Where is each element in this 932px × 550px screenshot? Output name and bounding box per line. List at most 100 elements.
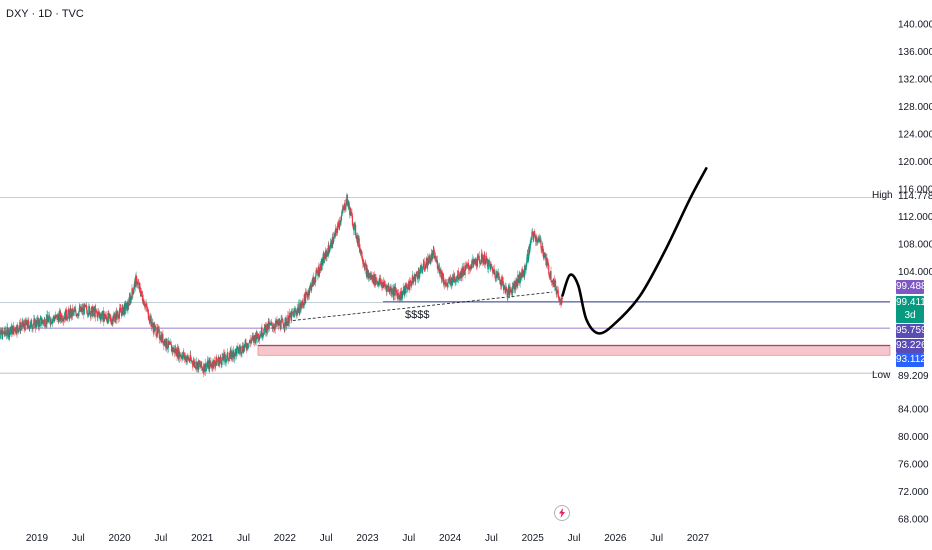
candle-body: [248, 342, 250, 344]
y-tick-label: 132.000: [898, 75, 932, 86]
candle-body: [198, 360, 200, 365]
candle-body: [5, 334, 8, 336]
candle-body: [309, 286, 311, 292]
candle-body: [380, 283, 382, 285]
countdown-tag: 3d 17h: [896, 309, 924, 335]
candle-body: [179, 351, 181, 356]
candle-body: [141, 290, 143, 295]
candle-body: [329, 249, 331, 252]
candle-body: [158, 328, 160, 330]
candle-body: [18, 327, 20, 330]
candle-body: [119, 307, 121, 314]
candle-body: [266, 330, 268, 334]
candle-body: [245, 342, 247, 348]
candle-body: [424, 268, 426, 269]
candle-body: [110, 317, 112, 321]
candle-body: [452, 274, 454, 280]
lightning-icon[interactable]: [554, 505, 570, 521]
candle-body: [257, 333, 259, 339]
candle-body: [35, 319, 38, 327]
candle-body: [529, 249, 531, 254]
candle-body: [390, 288, 393, 295]
candle-body: [90, 312, 92, 317]
candle-body: [455, 278, 458, 280]
supply-zone: [257, 344, 891, 356]
x-tick-label: Jul: [485, 533, 498, 544]
candle-body: [490, 264, 493, 268]
candle-body: [49, 317, 51, 323]
candle-body: [127, 302, 129, 306]
candle-body: [282, 323, 284, 328]
candle-body: [384, 283, 386, 287]
candle-body: [136, 284, 138, 286]
candle-body: [200, 361, 203, 367]
candle-body: [406, 286, 409, 290]
candle-body: [50, 318, 52, 324]
price-tag-93112: 93.112: [896, 353, 926, 367]
candle-body: [228, 357, 230, 362]
candle-body: [110, 321, 113, 324]
candle-body: [329, 247, 331, 250]
candle-body: [28, 321, 30, 326]
candle-body: [443, 277, 445, 284]
candle-body: [249, 339, 251, 342]
candle-body: [48, 314, 50, 318]
candle-body: [128, 305, 130, 307]
candle-body: [499, 279, 501, 281]
candle-body: [192, 362, 194, 367]
y-tick-label: 116.000: [898, 185, 932, 196]
candle-body: [435, 259, 438, 262]
candle-body: [394, 287, 396, 296]
candle-body: [333, 235, 335, 237]
projection-path: [561, 167, 708, 335]
candle-body: [94, 308, 96, 318]
candle-body: [80, 309, 82, 312]
candle-body: [216, 361, 218, 366]
candle-body: [52, 319, 54, 320]
candle-body: [209, 360, 211, 365]
candle-body: [462, 267, 464, 277]
candle-body: [343, 206, 345, 210]
candle-body: [547, 261, 549, 263]
candle-body: [281, 318, 283, 320]
candle-body: [40, 317, 43, 325]
candle-body: [297, 308, 299, 313]
candle-body: [497, 275, 499, 277]
candle-body: [183, 352, 185, 359]
x-tick-label: 2019: [26, 533, 49, 544]
candle-body: [191, 361, 194, 365]
candle-body: [486, 258, 488, 267]
candle-body: [522, 271, 524, 277]
candle-body: [115, 313, 117, 320]
candle-body: [342, 208, 344, 210]
candle-body: [479, 259, 481, 264]
candle-body: [58, 314, 60, 323]
candle-body: [256, 331, 258, 337]
candle-body: [526, 257, 528, 264]
candle-body: [0, 333, 1, 339]
candle-body: [234, 349, 236, 357]
candle-body: [238, 348, 240, 352]
candle-body: [11, 328, 13, 334]
candle-body: [229, 355, 231, 358]
candle-body: [340, 221, 342, 224]
candle-body: [475, 259, 478, 266]
candle-body: [527, 254, 529, 260]
candle-body: [369, 276, 371, 279]
candle-body: [124, 303, 126, 314]
candle-body: [437, 269, 439, 271]
candle-body: [321, 262, 324, 266]
candle-body: [557, 290, 559, 298]
candle-body: [229, 350, 231, 356]
candle-body: [351, 215, 354, 226]
candle-body: [337, 222, 339, 228]
candle-body: [365, 264, 367, 267]
candle-body: [437, 268, 439, 270]
candle-body: [3, 333, 5, 335]
candle-body: [259, 336, 261, 340]
candle-body: [459, 277, 461, 278]
candle-body: [14, 329, 16, 332]
candle-body: [505, 287, 508, 289]
candle-body: [17, 325, 19, 330]
